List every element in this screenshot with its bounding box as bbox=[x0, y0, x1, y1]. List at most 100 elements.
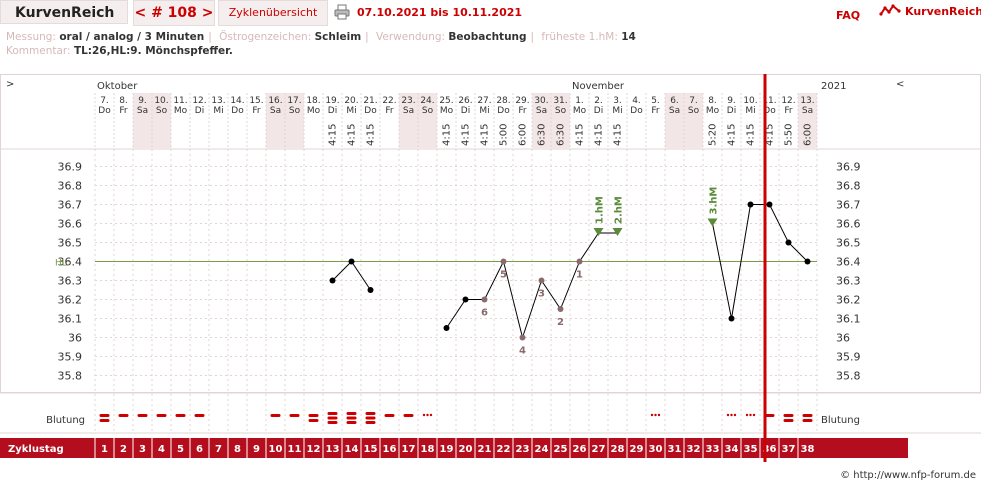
cycle-overview-link[interactable]: Zyklenübersicht bbox=[218, 0, 328, 26]
y-tick-label-left: 36.1 bbox=[58, 313, 83, 326]
cycle-navigation-button[interactable]: < # 108 > bbox=[133, 0, 215, 26]
cycle-day-number: 6 bbox=[196, 444, 203, 455]
temperature-point bbox=[462, 296, 469, 303]
temperature-line bbox=[522, 280, 542, 338]
weekday-label: Do bbox=[497, 106, 510, 116]
weekend-column bbox=[798, 93, 817, 149]
weekday-label: Do bbox=[364, 106, 377, 116]
cycle-day-number: 33 bbox=[706, 444, 720, 455]
y-tick-label-left: 36.6 bbox=[58, 218, 83, 231]
nav-left[interactable]: > bbox=[6, 79, 14, 90]
weekday-label: Fr bbox=[784, 106, 793, 116]
weekend-column bbox=[152, 93, 171, 149]
logo-text: KurvenReich bbox=[905, 5, 981, 18]
temperature-line bbox=[446, 299, 466, 329]
weekday-label: Di bbox=[328, 106, 337, 116]
weekend-column bbox=[133, 93, 152, 149]
y-tick-label-left: 35.9 bbox=[58, 351, 83, 364]
date-label: 10. bbox=[154, 96, 168, 106]
weekend-column bbox=[532, 93, 551, 149]
bleeding-mark-spotting bbox=[650, 413, 654, 417]
date-label: 22. bbox=[382, 96, 396, 106]
top-bar: KurvenReich < # 108 > Zyklenübersicht 07… bbox=[0, 0, 981, 26]
bleeding-mark-strong bbox=[308, 414, 319, 417]
cycle-day-number: 27 bbox=[592, 444, 606, 455]
y-tick-label-right: 36.4 bbox=[836, 256, 861, 269]
time-label: 6:00 bbox=[803, 124, 814, 146]
bleeding-mark-spotting bbox=[745, 413, 749, 417]
time-label: 4:15 bbox=[442, 124, 453, 146]
nav-right[interactable]: < bbox=[896, 79, 904, 90]
date-label: 24. bbox=[420, 96, 434, 106]
bleeding-mark-spotting bbox=[657, 413, 661, 417]
weekday-label: Mi bbox=[479, 106, 489, 116]
weekday-label: Mi bbox=[745, 106, 755, 116]
weekday-label: So bbox=[422, 106, 434, 116]
temperature-point bbox=[348, 258, 355, 265]
temperature-point bbox=[481, 296, 488, 303]
date-label: 15. bbox=[249, 96, 263, 106]
y-tick-label-left: 36.2 bbox=[58, 294, 83, 307]
peak-marker bbox=[707, 218, 718, 227]
date-label: 7. bbox=[100, 96, 109, 106]
temperature-point bbox=[557, 306, 564, 312]
cycle-day-number: 35 bbox=[744, 444, 758, 455]
date-label: 14. bbox=[230, 96, 244, 106]
countdown-label: 5 bbox=[500, 270, 507, 281]
bleeding-mark-strong bbox=[99, 419, 110, 422]
weekday-label: So bbox=[688, 106, 700, 116]
bleeding-mark-heavy bbox=[327, 412, 338, 415]
y-tick-label-right: 36.2 bbox=[836, 294, 861, 307]
oestrogen-key: Östrogenzeichen: bbox=[219, 31, 312, 43]
date-label: 9. bbox=[138, 96, 147, 106]
printer-icon[interactable] bbox=[334, 4, 350, 20]
weekday-label: Sa bbox=[403, 106, 414, 116]
y-tick-label-right: 36.1 bbox=[836, 313, 861, 326]
y-tick-label-left: 36 bbox=[68, 332, 82, 345]
weekday-label: Mo bbox=[440, 106, 454, 116]
temperature-line bbox=[503, 261, 523, 338]
cycle-day-number: 9 bbox=[253, 444, 260, 455]
cycle-day-number: 12 bbox=[307, 444, 321, 455]
countdown-label: 1 bbox=[576, 270, 583, 281]
date-label: 9. bbox=[727, 96, 736, 106]
date-label: 19. bbox=[325, 96, 339, 106]
temperature-point bbox=[804, 258, 811, 265]
cycle-day-number: 14 bbox=[345, 444, 359, 455]
cycle-day-number: 26 bbox=[573, 444, 587, 455]
date-label: 6. bbox=[670, 96, 679, 106]
time-label: 5:20 bbox=[708, 124, 719, 146]
cycle-day-number: 5 bbox=[177, 444, 184, 455]
bleeding-mark-heavy bbox=[346, 416, 357, 420]
temperature-point bbox=[728, 315, 735, 322]
weekday-label: Fr bbox=[651, 106, 660, 116]
comment-info: Kommentar: TL:26,HL:9. Mönchspfeffer. bbox=[6, 45, 233, 57]
cycle-day-number: 19 bbox=[440, 444, 454, 455]
cycle-day-number: 38 bbox=[801, 444, 815, 455]
bleeding-mark-spotting bbox=[654, 413, 657, 417]
date-label: 10. bbox=[743, 96, 757, 106]
temperature-point bbox=[519, 334, 526, 341]
date-label: 3. bbox=[613, 96, 622, 106]
weekday-label: So bbox=[555, 106, 567, 116]
cycle-day-number: 23 bbox=[516, 444, 530, 455]
temperature-line bbox=[788, 242, 808, 262]
weekday-label: Do bbox=[763, 106, 776, 116]
temperature-point bbox=[785, 239, 792, 246]
cycle-day-number: 8 bbox=[234, 444, 241, 455]
date-label: 29. bbox=[515, 96, 529, 106]
y-tick-label-right: 36.6 bbox=[836, 218, 861, 231]
verwendung-value: Beobachtung bbox=[448, 31, 527, 43]
date-label: 31. bbox=[553, 96, 567, 106]
date-label: 23. bbox=[401, 96, 415, 106]
cycle-day-number: 31 bbox=[668, 444, 682, 455]
bleeding-mark-strong bbox=[783, 414, 794, 417]
weekday-label: Mo bbox=[573, 106, 587, 116]
weekday-label: Do bbox=[231, 106, 244, 116]
cycle-day-number: 32 bbox=[687, 444, 701, 455]
time-label: 4:15 bbox=[347, 124, 358, 146]
bleeding-mark-heavy bbox=[365, 416, 376, 420]
date-label: 1. bbox=[575, 96, 584, 106]
cycle-day-number: 20 bbox=[459, 444, 473, 455]
faq-link[interactable]: FAQ bbox=[836, 9, 861, 22]
